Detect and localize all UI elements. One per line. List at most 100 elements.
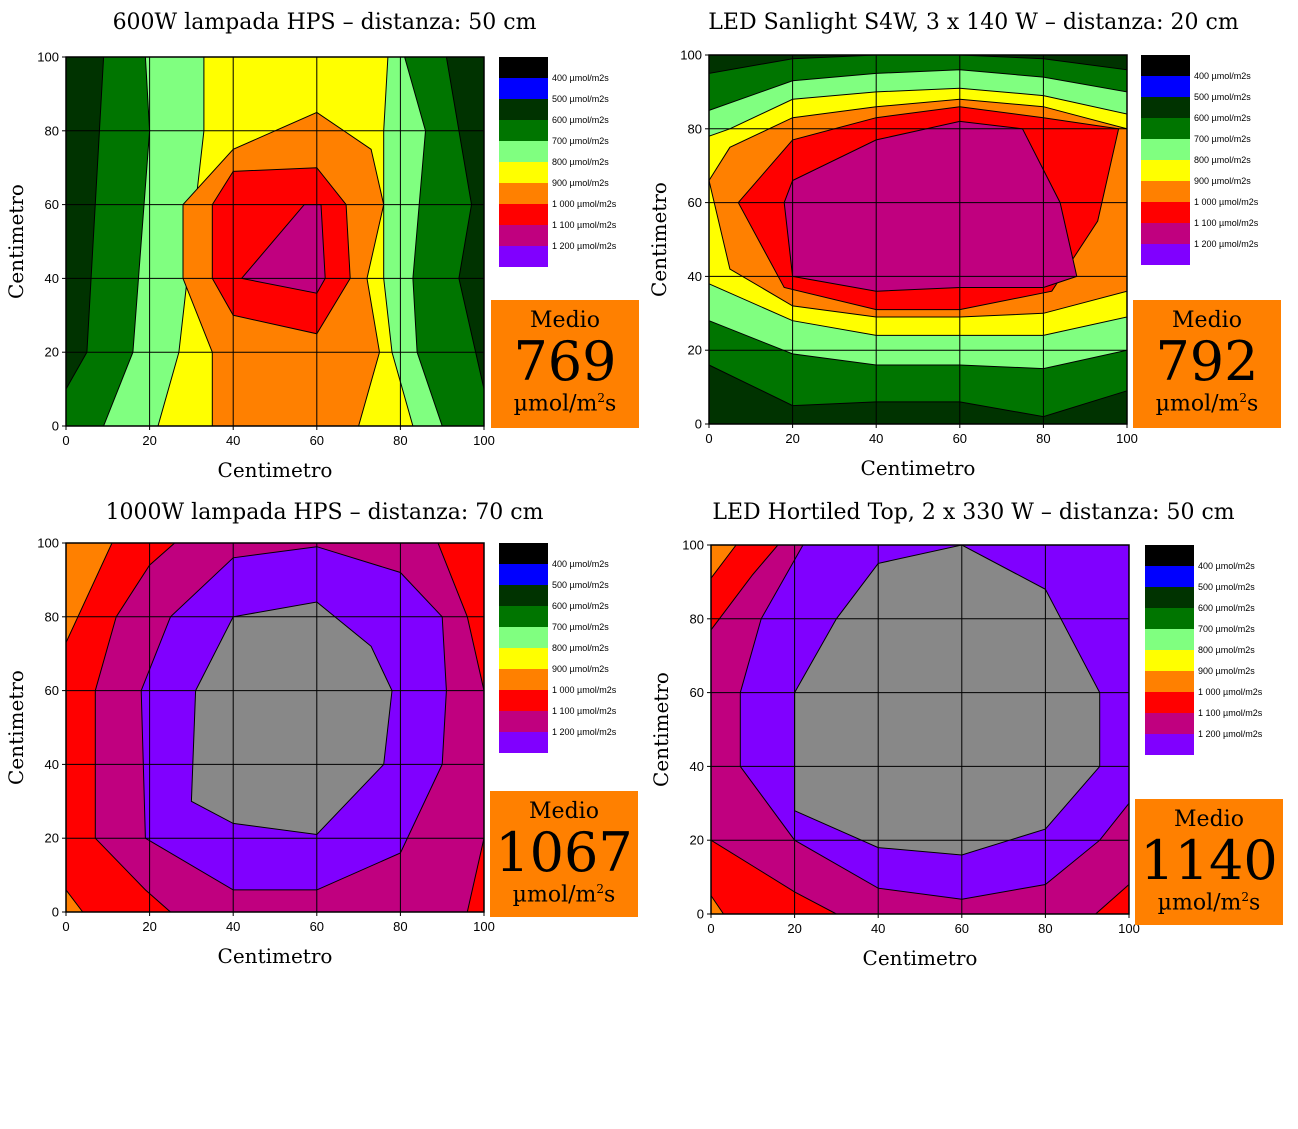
legend-swatch-800	[1145, 629, 1194, 650]
chart-title: LED Hortiled Top, 2 x 330 W – distanza: …	[712, 500, 1235, 525]
contour-region-6	[240, 204, 326, 294]
contour-chart: 0 20 40 60 80 100 0 20 40 60 80 100 Centimetro Centim…	[649, 538, 1263, 971]
x-tick-label-4: 80	[393, 433, 407, 448]
legend-swatch-1000	[499, 183, 548, 204]
legend-label-7: 1 100 µmol/m2s	[1198, 708, 1263, 718]
average-badge: Medio 792 µmol/m2s	[1133, 300, 1281, 428]
legend-label-0: 400 µmol/m2s	[552, 73, 609, 83]
legend-label-1: 500 µmol/m2s	[1198, 582, 1255, 592]
x-axis-title: Centimetro	[218, 458, 333, 482]
contour-chart: 0 20 40 60 80 100 0 20 40 60 80 100 Centimetro Centim…	[647, 48, 1259, 481]
y-tick-label-2: 40	[45, 757, 59, 772]
legend-label-7: 1 100 µmol/m2s	[552, 220, 617, 230]
panel-led-hortiled: LED Hortiled Top, 2 x 330 W – distanza: …	[649, 490, 1298, 980]
legend-label-7: 1 100 µmol/m2s	[1194, 218, 1259, 228]
legend-swatch-1100	[499, 204, 548, 225]
y-tick-label-4: 80	[688, 121, 702, 136]
average-unit: µmol/m2s	[1157, 890, 1261, 916]
x-tick-label-1: 20	[785, 431, 799, 446]
legend-label-2: 600 µmol/m2s	[1198, 603, 1255, 613]
legend-label-4: 800 µmol/m2s	[1194, 155, 1251, 165]
legend-label-0: 400 µmol/m2s	[1198, 561, 1255, 571]
average-unit: µmol/m2s	[1155, 391, 1259, 417]
y-tick-label-3: 60	[45, 683, 59, 698]
x-tick-label-3: 60	[955, 921, 969, 936]
x-tick-label-3: 60	[953, 431, 967, 446]
legend-label-1: 500 µmol/m2s	[1194, 92, 1251, 102]
plot-frame	[710, 544, 1130, 915]
legend-swatch-600	[1145, 587, 1194, 608]
y-tick-label-3: 60	[45, 197, 59, 212]
x-tick-label-0: 0	[62, 433, 69, 448]
legend-swatch-1300	[499, 246, 548, 267]
legend-label-4: 800 µmol/m2s	[552, 157, 609, 167]
y-tick-label-0: 0	[52, 905, 59, 920]
x-axis-title: Centimetro	[863, 946, 978, 970]
x-tick-label-2: 40	[226, 919, 240, 934]
legend-label-2: 600 µmol/m2s	[552, 115, 609, 125]
y-axis-title: Centimetro	[4, 184, 28, 299]
x-tick-label-1: 20	[787, 921, 801, 936]
y-tick-label-4: 80	[690, 611, 704, 626]
legend-swatch-1200	[1141, 223, 1190, 244]
legend-label-2: 600 µmol/m2s	[552, 601, 609, 611]
x-tick-label-3: 60	[310, 433, 324, 448]
legend-swatch-500	[1141, 76, 1190, 97]
y-tick-label-0: 0	[52, 419, 59, 434]
legend-swatch-600	[499, 99, 548, 120]
panel-hps-600w: 600W lampada HPS – distanza: 50 cm 0 20 40…	[0, 0, 649, 490]
average-badge: Medio 1067 µmol/m2s	[490, 791, 638, 917]
legend-label-4: 800 µmol/m2s	[1198, 645, 1255, 655]
legend-swatch-400	[1141, 55, 1190, 76]
legend-swatch-1000	[1145, 671, 1194, 692]
x-tick-label-1: 20	[142, 433, 156, 448]
legend-label-0: 400 µmol/m2s	[552, 559, 609, 569]
legend-label-5: 900 µmol/m2s	[552, 664, 609, 674]
average-label: Medio	[530, 308, 600, 333]
average-label: Medio	[1174, 807, 1244, 832]
legend-label-1: 500 µmol/m2s	[552, 580, 609, 590]
legend-label-6: 1 000 µmol/m2s	[552, 199, 617, 209]
legend-label-2: 600 µmol/m2s	[1194, 113, 1251, 123]
average-unit: µmol/m2s	[513, 391, 617, 417]
legend-label-8: 1 200 µmol/m2s	[1194, 239, 1259, 249]
plot-frame	[708, 54, 1128, 425]
y-tick-label-5: 100	[682, 538, 704, 553]
legend-label-8: 1 200 µmol/m2s	[552, 727, 617, 737]
legend-swatch-500	[499, 78, 548, 99]
plot-frame	[65, 542, 485, 913]
legend-swatch-1300	[1145, 734, 1194, 755]
average-value: 769	[513, 330, 617, 393]
x-tick-label-5: 100	[473, 919, 495, 934]
legend-swatch-1300	[1141, 244, 1190, 265]
legend-swatch-800	[499, 141, 548, 162]
legend-label-0: 400 µmol/m2s	[1194, 71, 1251, 81]
y-tick-label-1: 20	[45, 831, 59, 846]
legend-label-1: 500 µmol/m2s	[552, 94, 609, 104]
legend-label-8: 1 200 µmol/m2s	[1198, 729, 1263, 739]
y-tick-label-1: 20	[690, 833, 704, 848]
legend-swatch-400	[499, 543, 548, 564]
legend-swatch-1100	[499, 690, 548, 711]
chart-title: 600W lampada HPS – distanza: 50 cm	[112, 10, 537, 35]
legend-swatch-900	[1141, 160, 1190, 181]
legend-label-8: 1 200 µmol/m2s	[552, 241, 617, 251]
legend-swatch-900	[499, 648, 548, 669]
y-tick-label-1: 20	[688, 343, 702, 358]
legend-swatch-700	[1141, 118, 1190, 139]
y-tick-label-2: 40	[688, 269, 702, 284]
legend-swatch-700	[499, 606, 548, 627]
y-tick-label-5: 100	[680, 48, 702, 63]
legend-label-4: 800 µmol/m2s	[552, 643, 609, 653]
y-axis-title: Centimetro	[647, 182, 671, 297]
x-tick-label-2: 40	[869, 431, 883, 446]
legend-swatch-500	[499, 564, 548, 585]
legend-swatch-1200	[499, 225, 548, 246]
legend-swatch-1200	[499, 711, 548, 732]
legend-swatch-400	[499, 57, 548, 78]
x-tick-label-5: 100	[473, 433, 495, 448]
average-unit: µmol/m2s	[512, 882, 616, 908]
x-tick-label-0: 0	[705, 431, 712, 446]
x-axis-title: Centimetro	[861, 456, 976, 480]
y-axis-title: Centimetro	[4, 670, 28, 785]
